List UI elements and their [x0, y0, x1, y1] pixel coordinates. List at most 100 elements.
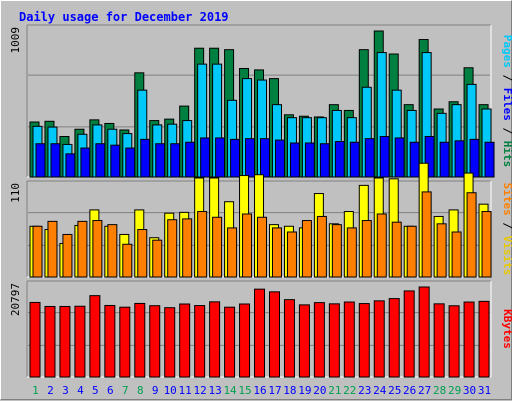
- bar-kbytes-day-19: [298, 304, 310, 378]
- bar-pages-day-10: [170, 143, 181, 178]
- bar-pages-day-31: [484, 141, 495, 178]
- bar-pages-day-2: [50, 143, 61, 178]
- x-tick-label-21: 21: [328, 384, 341, 397]
- bar-pages-day-13: [215, 137, 226, 178]
- legend-part: Visits: [501, 236, 512, 276]
- bar-kbytes-day-14: [224, 306, 236, 378]
- bar-pages-day-7: [125, 147, 136, 178]
- bar-kbytes-day-3: [59, 305, 71, 378]
- bar-sites-day-3: [62, 233, 73, 278]
- bar-kbytes-day-27: [418, 286, 430, 378]
- legend-part: Sites: [501, 183, 512, 216]
- bar-kbytes-day-16: [254, 288, 266, 378]
- x-tick-label-5: 5: [92, 384, 99, 397]
- bar-pages-day-24: [379, 135, 390, 178]
- bar-kbytes-day-13: [209, 301, 221, 378]
- x-tick-label-1: 1: [32, 384, 39, 397]
- bar-kbytes-day-29: [448, 305, 460, 378]
- bar-pages-day-17: [274, 139, 285, 178]
- x-tick-label-30: 30: [463, 384, 476, 397]
- x-tick-label-15: 15: [238, 384, 251, 397]
- x-tick-label-29: 29: [448, 384, 461, 397]
- x-tick-label-7: 7: [122, 384, 129, 397]
- bar-sites-day-6: [107, 224, 118, 278]
- bar-pages-day-23: [364, 138, 375, 178]
- bar-pages-day-11: [185, 141, 196, 178]
- bar-sites-day-10: [167, 219, 178, 278]
- x-tick-label-13: 13: [208, 384, 221, 397]
- x-tick-label-2: 2: [47, 384, 54, 397]
- legend-kbytes: KBytes: [501, 309, 512, 349]
- bar-sites-day-24: [376, 213, 387, 278]
- bar-pages-day-22: [349, 141, 360, 178]
- bar-sites-day-2: [47, 220, 58, 278]
- bar-pages-day-28: [439, 141, 450, 178]
- legend-part: Hits: [501, 141, 512, 168]
- bar-kbytes-day-25: [388, 298, 400, 378]
- legend-part: /: [501, 121, 512, 141]
- bar-sites-day-31: [481, 211, 492, 278]
- bar-kbytes-day-28: [433, 303, 445, 378]
- bar-sites-day-28: [436, 223, 447, 278]
- bar-sites-day-8: [137, 229, 148, 278]
- bar-pages-day-16: [260, 138, 271, 178]
- bar-pages-day-20: [319, 143, 330, 178]
- bar-kbytes-day-9: [149, 305, 161, 378]
- x-tick-label-12: 12: [194, 384, 207, 397]
- bar-kbytes-day-12: [194, 305, 206, 378]
- x-tick-label-16: 16: [253, 384, 266, 397]
- x-tick-label-25: 25: [388, 384, 401, 397]
- bar-sites-day-5: [92, 220, 103, 278]
- x-tick-label-27: 27: [418, 384, 431, 397]
- bar-sites-day-4: [77, 220, 88, 278]
- bar-sites-day-27: [421, 191, 432, 278]
- bar-pages-day-30: [469, 138, 480, 178]
- bar-pages-day-6: [110, 144, 121, 178]
- bar-sites-day-16: [257, 216, 268, 278]
- bar-pages-day-25: [394, 137, 405, 178]
- bar-pages-day-3: [65, 153, 76, 178]
- bar-kbytes-day-15: [239, 303, 251, 378]
- bar-kbytes-day-31: [478, 300, 490, 378]
- bar-kbytes-day-8: [134, 302, 146, 378]
- bar-pages-day-4: [80, 147, 91, 178]
- x-tick-label-9: 9: [152, 384, 159, 397]
- bar-sites-day-26: [406, 225, 417, 278]
- bar-kbytes-day-23: [358, 303, 370, 378]
- legend-part: KBytes: [501, 309, 512, 349]
- legend-hits-files-pages: Pages / Files / Hits: [501, 35, 512, 168]
- bar-sites-day-21: [331, 224, 342, 278]
- legend-visits-sites: Sites / Visits: [501, 183, 512, 276]
- bar-kbytes-day-5: [89, 295, 101, 378]
- x-tick-label-3: 3: [62, 384, 69, 397]
- bar-sites-day-18: [286, 231, 297, 278]
- bar-pages-day-29: [454, 140, 465, 178]
- bar-sites-day-15: [242, 213, 253, 278]
- bar-kbytes-day-1: [29, 301, 41, 378]
- bar-kbytes-day-18: [283, 299, 295, 378]
- x-tick-label-8: 8: [137, 384, 144, 397]
- bar-pages-day-12: [200, 137, 211, 178]
- bar-sites-day-30: [466, 192, 477, 278]
- bar-kbytes-day-20: [313, 302, 325, 378]
- x-tick-label-28: 28: [433, 384, 446, 397]
- bar-sites-day-25: [391, 221, 402, 278]
- x-tick-label-4: 4: [77, 384, 84, 397]
- bar-pages-day-5: [95, 143, 106, 178]
- bar-pages-day-21: [334, 141, 345, 178]
- bar-pages-day-9: [155, 143, 166, 178]
- x-tick-label-26: 26: [403, 384, 416, 397]
- bar-pages-day-26: [409, 141, 420, 178]
- bar-pages-day-19: [304, 142, 315, 178]
- bar-sites-day-11: [182, 218, 193, 278]
- chart-title: Daily usage for December 2019: [19, 10, 229, 24]
- x-tick-label-10: 10: [164, 384, 177, 397]
- x-tick-label-24: 24: [373, 384, 387, 397]
- y-max-label: 1009: [9, 27, 22, 54]
- bar-sites-day-9: [152, 239, 163, 278]
- x-tick-label-11: 11: [179, 384, 192, 397]
- bar-kbytes-day-21: [328, 303, 340, 378]
- x-tick-label-14: 14: [223, 384, 237, 397]
